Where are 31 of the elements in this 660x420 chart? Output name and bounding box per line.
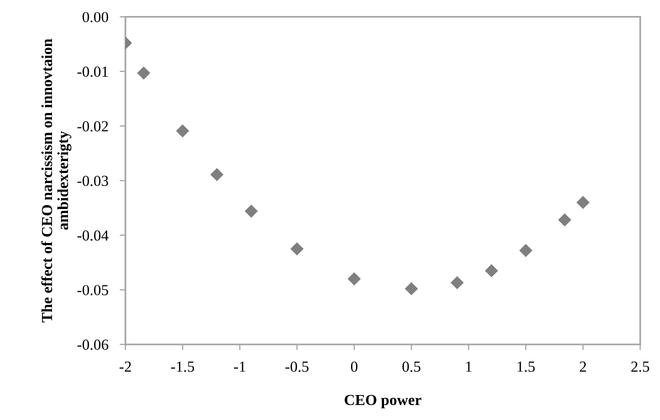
point: [176, 124, 190, 138]
y-tick-label: -0.04: [77, 230, 108, 241]
x-tick-label: -1: [234, 362, 246, 372]
y-tick-label: -0.02: [77, 121, 108, 132]
point: [244, 204, 258, 218]
x-axis-title: CEO power: [344, 394, 422, 408]
x-tick-label: 0.5: [402, 362, 420, 372]
point: [519, 244, 532, 258]
y-tick-label: -0.03: [77, 176, 108, 186]
x-tick-label: 0: [350, 362, 358, 372]
y-tick-label: 0.00: [82, 12, 108, 22]
x-tick-label: 1.5: [518, 362, 535, 372]
point: [450, 276, 464, 290]
point: [210, 168, 224, 182]
point: [290, 242, 304, 256]
x-tick-label: -1.5: [171, 362, 194, 372]
y-tick-label: -0.05: [77, 284, 108, 296]
y-tick-label: -0.06: [77, 340, 108, 350]
point: [404, 282, 418, 296]
x-tick-label: -2: [120, 362, 131, 372]
x-tick-label: 2.5: [631, 362, 650, 372]
point: [576, 196, 590, 210]
point: [348, 272, 361, 286]
x-tick-label: -0.5: [285, 362, 308, 372]
y-axis-title: The effect of CEO narcissism on innovtaion ambidexterigty: [41, 38, 72, 322]
x-tick-label: 2: [580, 362, 586, 372]
point: [484, 264, 498, 278]
x-tick-label: 1: [466, 362, 472, 372]
point: [558, 213, 572, 226]
y-tick-label: -0.01: [77, 66, 108, 77]
point: [137, 66, 150, 80]
